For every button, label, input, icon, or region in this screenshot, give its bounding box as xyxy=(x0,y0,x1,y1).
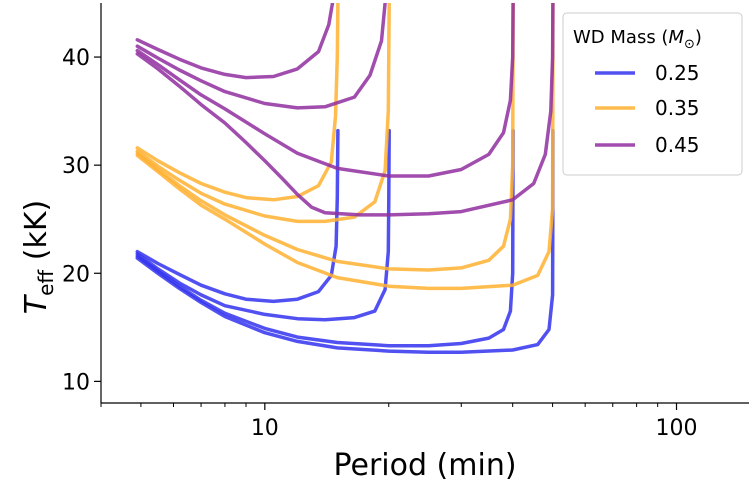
series-line-0.25-3 xyxy=(135,128,555,354)
series-line-0.45-10 xyxy=(135,3,515,178)
legend-title-subscript: ⊙ xyxy=(684,37,695,52)
series-line-0.35-5 xyxy=(135,3,391,224)
legend: WD Mass (M⊙) 0.25 0.35 0.45 xyxy=(562,12,743,176)
y-tick-label-40: 40 xyxy=(62,46,90,71)
series-line-0.25-0 xyxy=(135,128,340,304)
legend-box xyxy=(562,12,743,176)
x-tick-label-10: 10 xyxy=(251,416,279,441)
series-line-0.35-4 xyxy=(135,3,340,202)
x-axis-label: Period (min) xyxy=(333,448,516,483)
series-line-0.45-8 xyxy=(135,3,335,80)
legend-title-symbol: M xyxy=(668,27,684,48)
ticks: 10 20 30 40 10 100 xyxy=(62,46,698,441)
legend-label-2: 0.45 xyxy=(655,133,700,157)
series-line-0.45-9 xyxy=(135,3,387,110)
legend-title: WD Mass (M⊙) xyxy=(573,27,702,52)
series-line-0.25-2 xyxy=(135,128,515,348)
series-line-0.35-7 xyxy=(135,3,555,291)
legend-label-1: 0.35 xyxy=(655,96,700,120)
plot-lines xyxy=(135,3,555,354)
series-line-0.35-6 xyxy=(135,3,515,272)
y-tick-label-30: 30 xyxy=(62,154,90,179)
legend-title-suffix: ) xyxy=(695,27,702,48)
series-line-0.25-1 xyxy=(135,128,391,322)
y-tick-label-20: 20 xyxy=(62,262,90,287)
legend-title-prefix: WD Mass ( xyxy=(573,27,668,48)
y-tick-label-10: 10 xyxy=(62,370,90,395)
axes xyxy=(100,3,749,404)
y-axis-label-sub: eff xyxy=(34,269,58,296)
legend-label-0: 0.25 xyxy=(655,61,700,85)
y-axis-label-main: T xyxy=(19,293,54,314)
y-axis-label: Teff (kK) xyxy=(19,200,58,314)
x-tick-label-100: 100 xyxy=(656,416,698,441)
y-axis-label-unit: (kK) xyxy=(19,200,54,270)
series-line-0.45-11 xyxy=(135,3,555,217)
